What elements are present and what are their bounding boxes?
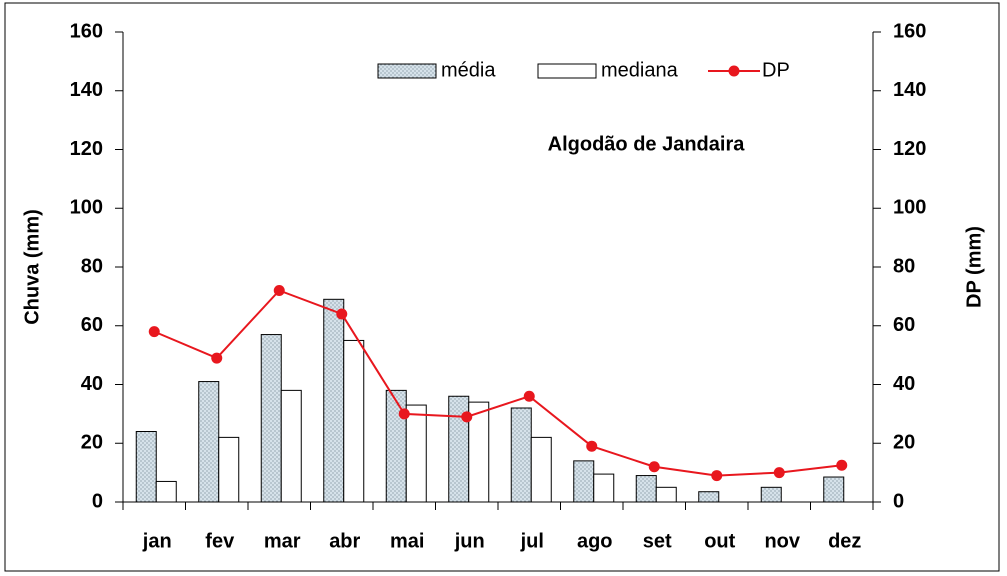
legend-swatch <box>537 63 597 79</box>
bar <box>135 431 157 503</box>
bar <box>655 486 677 503</box>
legend-label: média <box>441 59 496 81</box>
x-tick-label: jul <box>520 530 544 552</box>
line-point <box>461 411 473 423</box>
line-point <box>836 459 848 471</box>
y-tick-label: 20 <box>81 432 103 454</box>
y-tick-label: 0 <box>92 490 103 512</box>
bar <box>218 436 240 503</box>
y-tick-label: 80 <box>81 255 103 277</box>
x-tick-label: abr <box>329 530 360 552</box>
x-tick-label: out <box>704 530 735 552</box>
x-tick-label: mai <box>390 530 424 552</box>
y2-tick-label: 80 <box>893 255 915 277</box>
bar <box>468 401 490 503</box>
y2-tick-label: 100 <box>893 197 926 219</box>
y-tick-label: 160 <box>70 20 103 42</box>
bar <box>323 298 345 503</box>
y2-tick-label: 140 <box>893 79 926 101</box>
y2-tick-label: 120 <box>893 138 926 160</box>
line-point <box>336 308 348 320</box>
y-axis-title: Chuva (mm) <box>21 209 43 325</box>
line-point <box>586 440 598 452</box>
line-point <box>148 326 160 338</box>
bar <box>593 473 615 503</box>
bar <box>823 476 845 503</box>
bar <box>385 389 407 503</box>
line-point <box>773 467 785 479</box>
line-point <box>273 285 285 296</box>
y2-tick-label: 0 <box>893 490 904 512</box>
bar <box>530 436 552 503</box>
x-tick-label: set <box>643 530 672 552</box>
y2-tick-label: 60 <box>893 314 915 336</box>
legend-swatch <box>377 63 437 79</box>
bar <box>635 475 657 503</box>
x-tick-label: jun <box>454 530 485 552</box>
bar <box>405 404 427 503</box>
y2-tick-label: 160 <box>893 20 926 42</box>
y-tick-label: 120 <box>70 138 103 160</box>
bar <box>343 339 365 503</box>
chart-title: Algodão de Jandaira <box>548 133 746 155</box>
y-tick-label: 40 <box>81 373 103 395</box>
legend-swatch <box>728 65 740 77</box>
legend-label: mediana <box>601 59 679 81</box>
bar <box>280 389 302 503</box>
x-tick-label: jan <box>142 530 172 552</box>
x-tick-label: ago <box>577 530 613 552</box>
x-tick-label: fev <box>205 530 235 552</box>
line-point <box>711 470 723 482</box>
line-point <box>398 408 410 420</box>
line-point <box>648 461 660 473</box>
x-tick-label: dez <box>828 530 861 552</box>
bar <box>198 381 220 503</box>
bar <box>155 480 177 503</box>
y-tick-label: 140 <box>70 79 103 101</box>
bar <box>510 407 532 503</box>
bar <box>260 334 282 503</box>
x-tick-label: mar <box>264 530 301 552</box>
x-tick-label: nov <box>764 530 800 552</box>
y2-tick-label: 40 <box>893 373 915 395</box>
line <box>153 289 842 477</box>
y-tick-label: 60 <box>81 314 103 336</box>
frame <box>4 2 1000 572</box>
bar <box>573 460 595 503</box>
y2-axis-title: DP (mm) <box>963 226 985 308</box>
bar <box>698 491 720 503</box>
line-point <box>523 390 535 402</box>
line-point <box>211 352 223 364</box>
bar <box>760 486 782 503</box>
y2-tick-label: 20 <box>893 432 915 454</box>
legend-label: DP <box>762 59 790 81</box>
y-tick-label: 100 <box>70 197 103 219</box>
